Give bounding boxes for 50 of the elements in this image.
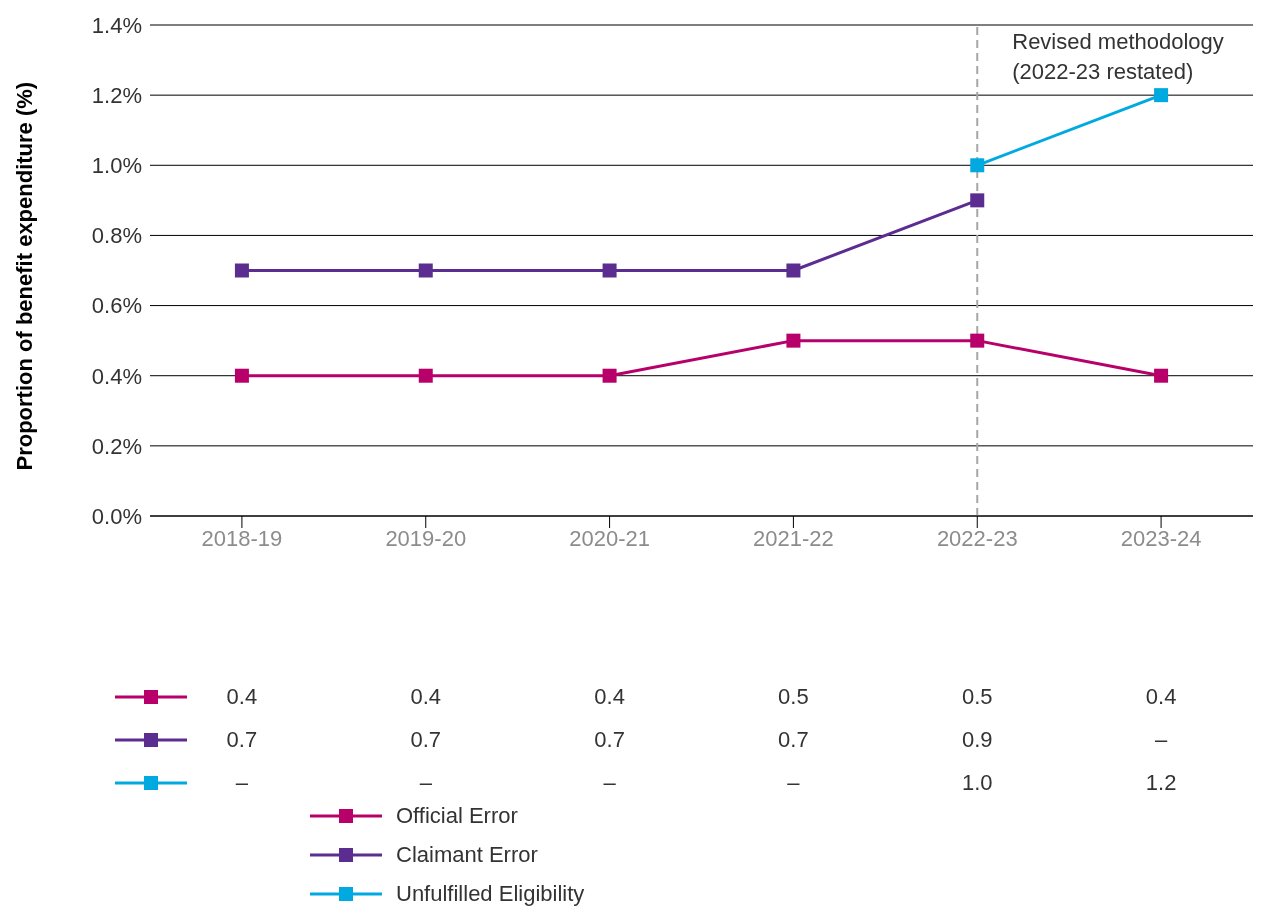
data-label: 0.4 xyxy=(225,683,259,710)
y-tick-label: 0.6% xyxy=(91,293,142,319)
point xyxy=(418,368,433,383)
data-label: 0.7 xyxy=(777,726,810,753)
data-label: 1.0 xyxy=(960,769,994,796)
text: – xyxy=(787,769,800,795)
y-tick-label: 1.4% xyxy=(91,12,142,38)
text: – xyxy=(235,769,249,795)
data-label: 0.4 xyxy=(593,683,626,710)
data-label: 1.2 xyxy=(1144,769,1178,796)
data-label: 0.7 xyxy=(593,726,626,753)
text: – xyxy=(1154,726,1168,752)
x-tick-label: 2023-24 xyxy=(1120,525,1202,551)
data-label: 0.5 xyxy=(960,683,994,710)
y-tick-label: 0.4% xyxy=(91,363,142,389)
legend-label: Official Error xyxy=(396,802,518,829)
data-label: 0.7 xyxy=(225,726,259,753)
point xyxy=(786,333,801,348)
point xyxy=(786,263,801,278)
legend-label: Unfulfilled Eligibility xyxy=(396,880,585,907)
point xyxy=(970,333,985,348)
text: – xyxy=(603,769,616,795)
data-label: 0.4 xyxy=(409,683,443,710)
point xyxy=(234,263,249,278)
legend-label: Claimant Error xyxy=(396,841,538,868)
point xyxy=(1154,88,1169,103)
x-tick-label: 2019-20 xyxy=(385,525,467,551)
y-tick-label: 1.0% xyxy=(91,153,142,179)
y-tick-label: 0.2% xyxy=(91,433,142,459)
point xyxy=(1154,368,1169,383)
point xyxy=(970,158,985,173)
ref-line-label: Revised methodology (2022-23 restated) xyxy=(1012,29,1224,84)
data-label: 0.7 xyxy=(409,726,443,753)
text: – xyxy=(419,769,432,795)
point xyxy=(970,193,985,208)
y-tick-label: 0.0% xyxy=(91,503,142,529)
y-tick-label: 0.8% xyxy=(91,223,142,249)
x-tick-label: 2022-23 xyxy=(936,525,1018,551)
y-axis-title: Proportion of benefit expenditure (%) xyxy=(11,81,37,471)
x-tick-label: 2020-21 xyxy=(569,525,650,551)
x-tick-label: 2018-19 xyxy=(201,525,283,551)
x-tick-label: 2021-22 xyxy=(753,525,834,551)
data-label: 0.5 xyxy=(777,683,810,710)
point xyxy=(602,368,617,383)
y-tick-label: 1.2% xyxy=(91,82,142,108)
point xyxy=(602,263,617,278)
point xyxy=(234,368,249,383)
point xyxy=(418,263,433,278)
data-label: 0.9 xyxy=(960,726,994,753)
data-label: 0.4 xyxy=(1144,683,1178,710)
